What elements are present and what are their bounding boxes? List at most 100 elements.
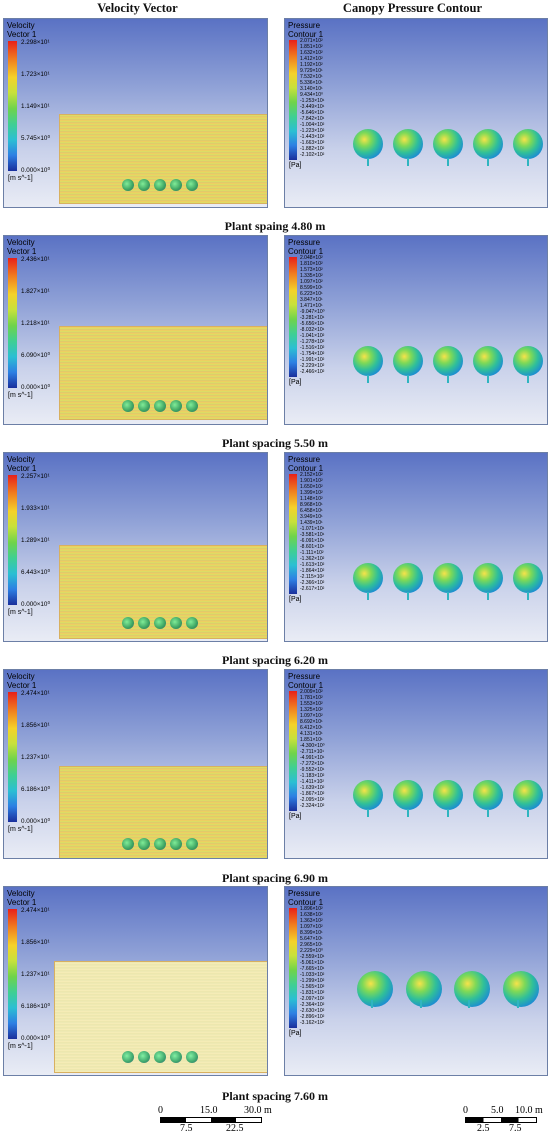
velocity-tick-label: 2.474×10¹ — [21, 690, 50, 697]
pressure-colorbar — [289, 257, 297, 377]
pressure-tick-label: -7.665×10¹ — [300, 966, 325, 972]
row-caption: Plant spacing 6.20 m — [221, 653, 328, 667]
velocity-tick-label: 2.474×10¹ — [21, 907, 50, 914]
pressure-tick-label: -1.882×10² — [300, 146, 325, 152]
pressure-tick-label: -1.613×10² — [300, 562, 325, 568]
canopy-sphere — [473, 780, 503, 817]
pressure-colorbar — [289, 691, 297, 811]
plant-icon — [186, 617, 198, 629]
plant-icon — [154, 617, 166, 629]
scalebar-right-label-4: 7.5 — [509, 1123, 522, 1134]
canopy-sphere — [473, 129, 503, 166]
pressure-colorbar — [289, 40, 297, 160]
pressure-tick-label: -1.443×10² — [300, 134, 325, 140]
pressure-tick-label: 8.692×10¹ — [300, 719, 323, 725]
canopy-sphere — [473, 346, 503, 383]
pressure-tick-label: 8.399×10¹ — [300, 930, 323, 936]
pressure-tick-label: -2.095×10² — [300, 797, 325, 803]
velocity-tick-label: 1.237×10¹ — [21, 754, 50, 761]
canopy-sphere — [433, 129, 463, 166]
pressure-tick-label: -1.411×10² — [300, 779, 324, 785]
canopy-sphere — [513, 346, 543, 383]
row-caption: Plant spacing 7.60 m — [221, 1089, 328, 1103]
plant-icon — [122, 838, 134, 850]
pressure-tick-label: 1.471×10¹ — [300, 303, 323, 309]
pressure-tick-label: -2.097×10² — [300, 996, 325, 1002]
pressure-tick-label: 1.148×10² — [300, 496, 323, 502]
pressure-tick-label: -2.364×10² — [300, 1002, 325, 1008]
pressure-tick-label: -5.656×10¹ — [300, 321, 325, 327]
velocity-tick-label: 1.218×10¹ — [21, 320, 50, 327]
velocity-colorbar — [8, 692, 17, 822]
scalebar-left: 0 15.0 30.0 m 7.5 22.5 — [158, 1105, 272, 1135]
scalebar-left-label-3: 7.5 — [180, 1123, 193, 1134]
pressure-tick-label: -1.253×10¹ — [300, 98, 325, 104]
pressure-tick-label: 1.810×10² — [300, 261, 323, 267]
velocity-panel: Velocity Vector 1 2.474×10¹ 1.856×10¹ 1.237×… — [3, 886, 268, 1076]
pressure-unit: [Pa] — [289, 813, 302, 820]
pressure-tick-label: 1.399×10² — [300, 490, 323, 496]
velocity-tick-label: 1.237×10¹ — [21, 971, 50, 978]
pressure-tick-label: -2.229×10² — [300, 363, 325, 369]
header-canopy-pressure: Canopy Pressure Contour — [342, 1, 483, 15]
pressure-legend-title: Pressure Contour 1 — [288, 889, 324, 907]
plant-icon — [154, 1051, 166, 1063]
row-caption: Plant spaing 4.80 m — [224, 219, 326, 233]
plant-icon — [170, 179, 182, 191]
pressure-tick-label: -3.581×10¹ — [300, 532, 325, 538]
canopy-sphere — [357, 971, 393, 1008]
canopy-sphere — [502, 971, 539, 1008]
pressure-tick-label: 2.048×10² — [300, 255, 323, 261]
canopy-sphere-row — [353, 346, 543, 383]
plant-icon — [154, 838, 166, 850]
pressure-tick-label: -9.047×10⁰ — [300, 309, 325, 315]
pressure-tick-label: -4.300×10⁰ — [300, 743, 325, 749]
canopy-sphere — [433, 563, 463, 600]
canopy-sphere — [393, 346, 423, 383]
canopy-sphere-row — [353, 129, 543, 166]
canopy-sphere — [353, 780, 383, 817]
pressure-tick-label: 6.223×10¹ — [300, 291, 323, 297]
plant-icon — [170, 1051, 182, 1063]
velocity-tick-label: 6.186×10⁰ — [21, 1003, 50, 1010]
pressure-tick-label: -1.991×10² — [300, 357, 325, 363]
pressure-tick-label: 1.638×10² — [300, 912, 323, 918]
pressure-tick-label: 1.097×10² — [300, 713, 323, 719]
pressure-panel: Pressure Contour 1 2.009×10² 1.781×10² 1.553… — [284, 669, 548, 859]
pressure-tick-label: 1.097×10² — [300, 924, 323, 930]
plant-icon — [122, 179, 134, 191]
header-velocity-vector: Velocity Vector — [97, 1, 178, 15]
pressure-tick-label: 7.532×10¹ — [300, 74, 323, 80]
pressure-tick-label: -3.162×10² — [300, 1020, 325, 1026]
canopy-sphere — [393, 780, 423, 817]
plant-icon — [122, 1051, 134, 1063]
velocity-legend-title: Velocity Vector 1 — [7, 672, 37, 690]
pressure-tick-label: 1.851×10¹ — [300, 737, 323, 743]
pressure-colorbar — [289, 908, 297, 1028]
plant-icon — [186, 1051, 198, 1063]
velocity-legend-title: Velocity Vector 1 — [7, 455, 37, 473]
scalebar-right-label-3: 2.5 — [477, 1123, 490, 1134]
velocity-panel: Velocity Vector 1 2.257×10¹ 1.933×10¹ 1.289×… — [3, 452, 268, 642]
canopy-sphere — [513, 129, 543, 166]
plant-icon — [170, 400, 182, 412]
plant-icon — [170, 617, 182, 629]
row-caption: Plant spacing 5.50 m — [221, 436, 328, 450]
pressure-tick-label: 3.140×10¹ — [300, 86, 323, 92]
pressure-tick-label: 1.325×10² — [300, 707, 323, 713]
canopy-sphere — [513, 780, 543, 817]
canopy-sphere — [353, 563, 383, 600]
pressure-tick-label: 2.009×10² — [300, 689, 323, 695]
velocity-tick-label: 1.933×10¹ — [21, 505, 50, 512]
pressure-tick-label: -1.639×10² — [300, 785, 325, 791]
pressure-tick-label: 1.851×10² — [300, 44, 323, 50]
velocity-colorbar — [8, 258, 17, 388]
pressure-tick-label: 2.965×10¹ — [300, 942, 323, 948]
pressure-legend-title: Pressure Contour 1 — [288, 672, 324, 690]
pressure-tick-label: 3.949×10¹ — [300, 514, 323, 520]
pressure-tick-label: -2.559×10¹ — [300, 954, 325, 960]
pressure-tick-label: 3.847×10¹ — [300, 297, 323, 303]
velocity-tick-label: 1.723×10¹ — [21, 71, 50, 78]
scalebar-left-label-2: 30.0 m — [244, 1105, 272, 1116]
pressure-tick-label: -1.663×10² — [300, 140, 325, 146]
